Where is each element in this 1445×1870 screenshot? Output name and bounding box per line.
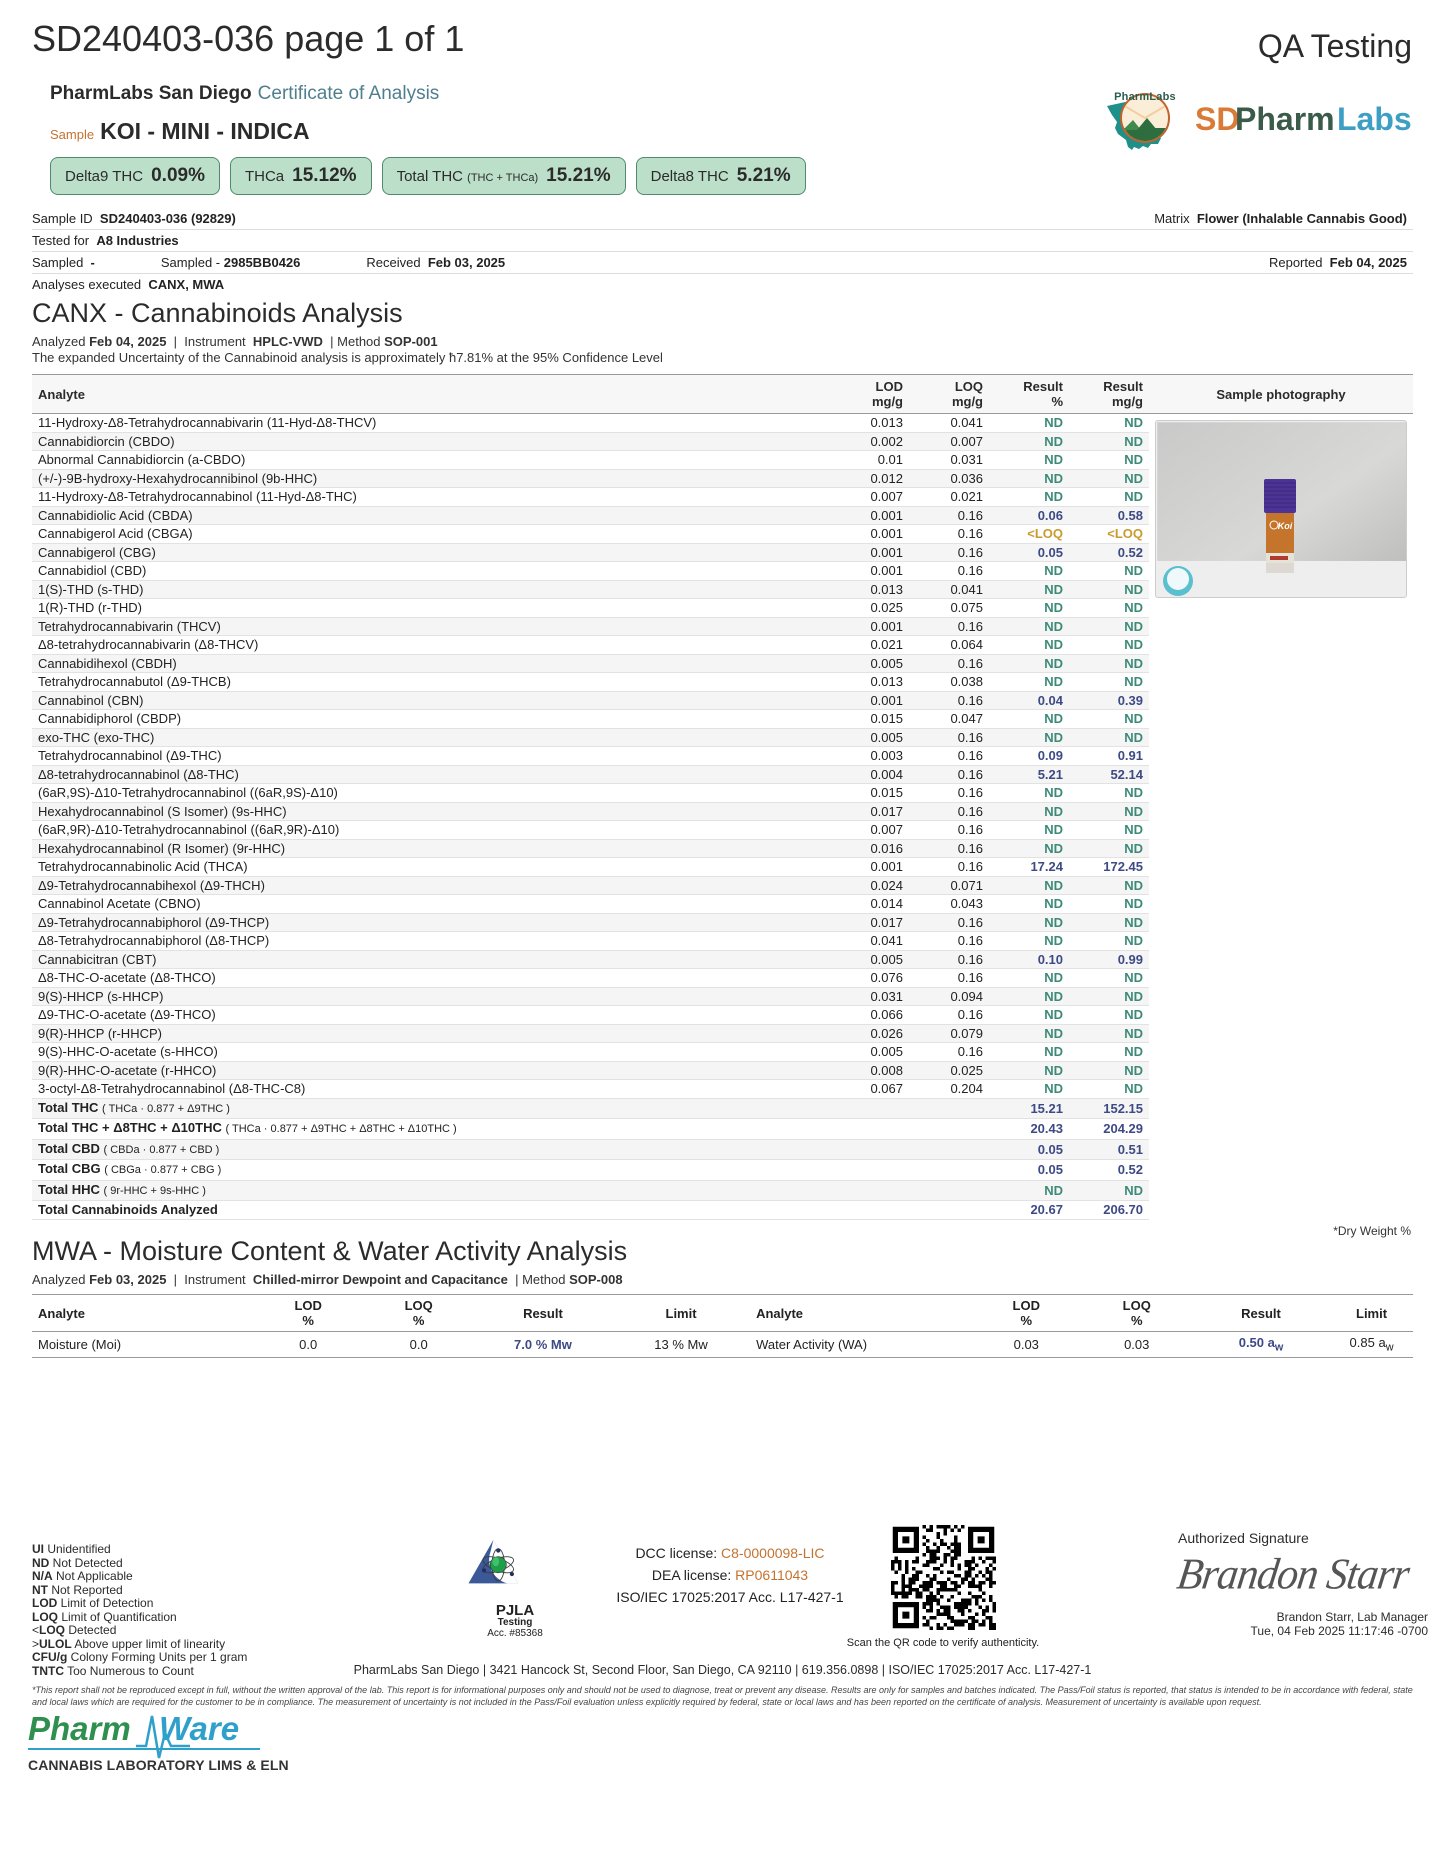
svg-text:Labs: Labs	[1337, 101, 1412, 137]
svg-text:CANNABIS LABORATORY LIMS & ELN: CANNABIS LABORATORY LIMS & ELN	[28, 1757, 288, 1773]
svg-text:PharmLabs: PharmLabs	[1114, 91, 1176, 103]
svg-text:Pharm: Pharm	[28, 1710, 131, 1747]
svg-text:Pharm: Pharm	[1235, 101, 1335, 137]
svg-text:Ware: Ware	[159, 1710, 239, 1747]
svg-text:Koi: Koi	[1278, 521, 1293, 531]
svg-text:SD: SD	[1195, 101, 1239, 137]
